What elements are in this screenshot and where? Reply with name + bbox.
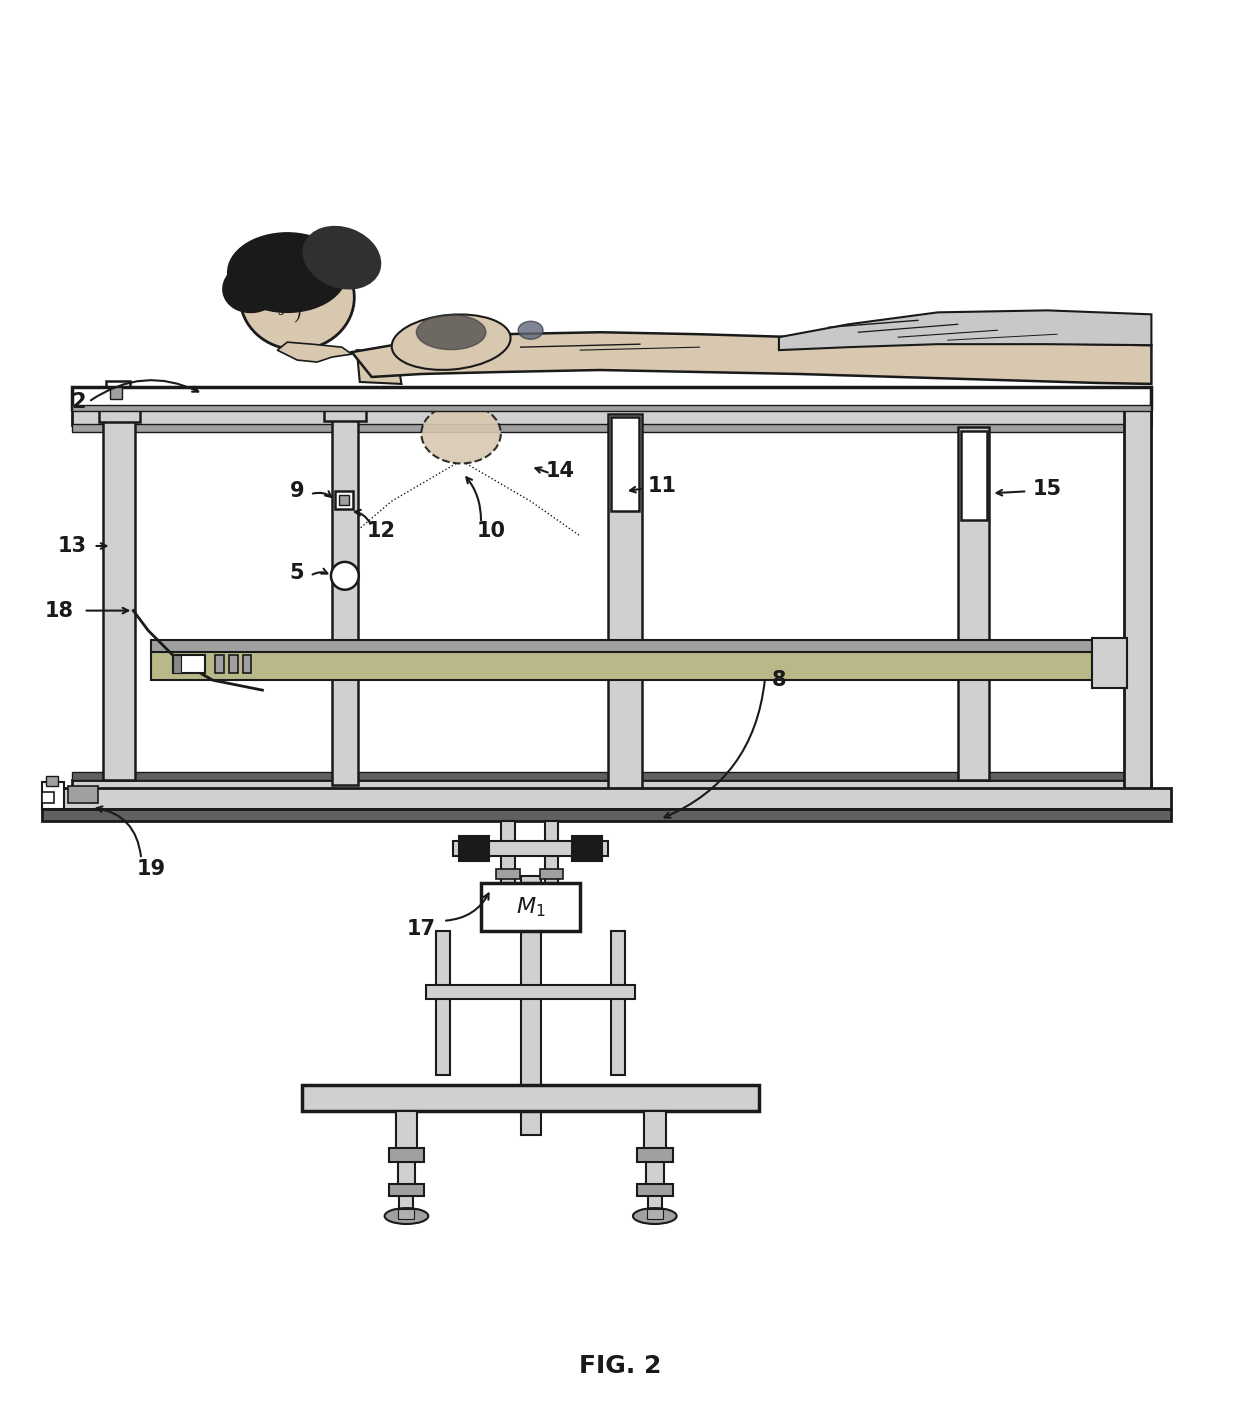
Bar — [46, 776, 58, 786]
Bar — [72, 772, 1152, 779]
Ellipse shape — [384, 1208, 428, 1225]
Circle shape — [331, 562, 358, 590]
Ellipse shape — [422, 404, 501, 463]
Bar — [957, 427, 990, 779]
Bar — [335, 491, 353, 510]
Polygon shape — [357, 350, 402, 384]
Bar — [496, 869, 520, 879]
Polygon shape — [278, 342, 352, 362]
Text: J: J — [279, 302, 285, 315]
Bar — [42, 809, 1172, 822]
Bar — [68, 786, 98, 803]
Bar — [72, 779, 1152, 796]
Bar — [398, 1209, 414, 1219]
Text: 5: 5 — [290, 562, 305, 582]
Bar — [174, 655, 181, 674]
Bar — [1091, 638, 1127, 688]
Bar — [174, 655, 205, 674]
Text: FIG. 2: FIG. 2 — [579, 1354, 661, 1378]
Bar — [521, 931, 541, 1135]
Ellipse shape — [228, 232, 347, 312]
Bar — [611, 931, 625, 1075]
Ellipse shape — [241, 245, 355, 350]
Bar — [303, 1085, 759, 1111]
Bar — [388, 1148, 424, 1162]
Bar — [72, 409, 1152, 424]
Bar — [324, 400, 366, 420]
Bar — [332, 414, 358, 785]
Bar — [103, 419, 135, 779]
Text: ): ) — [294, 308, 300, 325]
Text: 15: 15 — [1033, 480, 1061, 500]
Bar — [42, 787, 1172, 809]
Bar — [611, 417, 639, 511]
Bar — [72, 387, 1152, 409]
Polygon shape — [352, 332, 1152, 384]
Bar — [243, 655, 252, 674]
Bar — [544, 822, 558, 931]
Bar — [42, 782, 63, 809]
Text: 17: 17 — [407, 918, 435, 938]
Ellipse shape — [518, 322, 543, 339]
Bar — [98, 404, 140, 422]
Bar — [427, 985, 635, 1000]
Text: 10: 10 — [476, 521, 506, 541]
Bar — [436, 931, 450, 1075]
Bar — [107, 382, 130, 406]
Bar — [339, 496, 348, 506]
Bar — [459, 836, 489, 862]
Bar — [521, 876, 541, 883]
Ellipse shape — [223, 262, 283, 312]
Bar — [644, 1111, 666, 1151]
Text: ): ) — [310, 296, 315, 310]
Bar — [215, 655, 223, 674]
Text: 9: 9 — [290, 481, 305, 501]
Bar — [72, 424, 1152, 431]
Bar — [539, 869, 563, 879]
Bar — [161, 652, 1086, 678]
Bar — [1123, 409, 1152, 796]
Text: 13: 13 — [57, 535, 87, 555]
Text: 2: 2 — [72, 392, 86, 412]
Bar — [573, 836, 603, 862]
Bar — [396, 1111, 418, 1151]
Text: 18: 18 — [45, 601, 73, 621]
Bar — [151, 641, 1096, 652]
Bar — [42, 789, 1172, 817]
Bar — [481, 883, 580, 931]
Bar — [608, 414, 642, 795]
Bar — [637, 1185, 672, 1196]
Polygon shape — [779, 310, 1152, 350]
Bar — [72, 404, 1152, 410]
Bar — [961, 430, 987, 520]
Bar — [228, 655, 238, 674]
Text: 14: 14 — [546, 461, 575, 481]
Bar — [647, 1195, 662, 1215]
Bar — [637, 1148, 672, 1162]
Bar — [110, 387, 123, 399]
Ellipse shape — [417, 315, 486, 350]
Bar — [501, 822, 515, 931]
Bar — [388, 1185, 424, 1196]
Bar — [647, 1209, 662, 1219]
Text: 12: 12 — [367, 521, 396, 541]
Text: 11: 11 — [647, 477, 676, 497]
Bar — [399, 1195, 413, 1215]
Text: 8: 8 — [771, 671, 786, 691]
Bar — [42, 792, 53, 803]
Text: 19: 19 — [136, 859, 166, 879]
Bar — [151, 651, 1096, 681]
Ellipse shape — [304, 226, 381, 289]
Text: $M_1$: $M_1$ — [516, 896, 546, 918]
Bar — [646, 1162, 663, 1186]
Bar — [398, 1162, 415, 1186]
Ellipse shape — [632, 1208, 677, 1225]
Bar — [453, 842, 608, 856]
Ellipse shape — [392, 315, 511, 370]
